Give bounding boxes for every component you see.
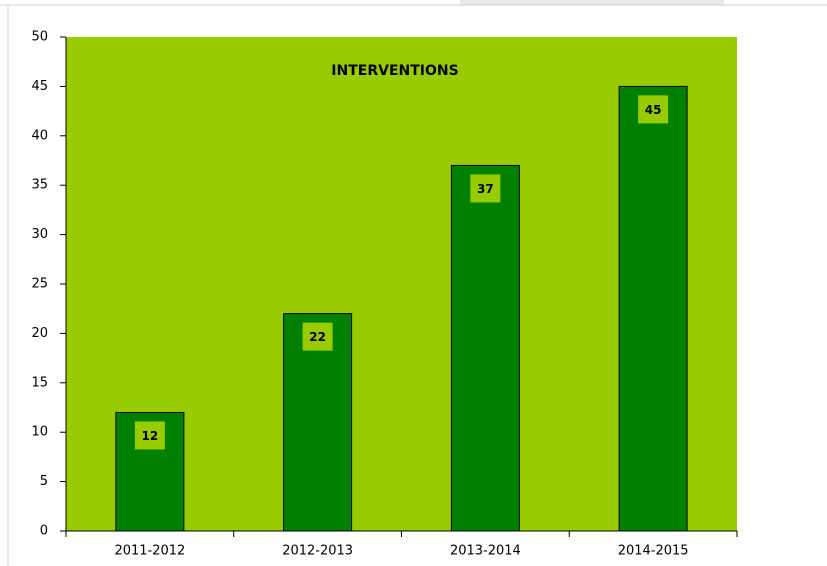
y-tick-label: 30 <box>31 227 48 242</box>
chart-title: INTERVENTIONS <box>331 63 458 79</box>
data-label: 22 <box>309 330 326 344</box>
data-label: 45 <box>645 103 662 117</box>
y-tick-label: 0 <box>40 524 48 539</box>
x-tick-label: 2014-2015 <box>618 544 689 559</box>
y-tick-label: 10 <box>31 425 48 440</box>
data-label: 12 <box>142 429 159 443</box>
data-label-box <box>638 95 669 124</box>
data-label: 37 <box>477 182 494 196</box>
y-tick-label: 5 <box>40 474 48 489</box>
y-tick-label: 20 <box>31 326 48 341</box>
y-tick-label: 50 <box>31 30 48 45</box>
data-label-box <box>134 421 165 450</box>
x-tick-label: 2012-2013 <box>282 544 353 559</box>
y-tick-label: 15 <box>31 375 48 390</box>
data-label-box <box>302 322 333 351</box>
bar <box>618 85 688 532</box>
x-tick-label: 2013-2014 <box>450 544 521 559</box>
y-tick-label: 45 <box>31 79 48 94</box>
y-tick-label: 35 <box>31 178 48 193</box>
x-tick-label: 2011-2012 <box>114 544 185 559</box>
data-label-box <box>470 174 501 203</box>
bar <box>450 164 520 532</box>
y-tick-label: 25 <box>31 277 48 292</box>
toolbar-strip <box>460 0 724 5</box>
y-tick-label: 40 <box>31 128 48 143</box>
